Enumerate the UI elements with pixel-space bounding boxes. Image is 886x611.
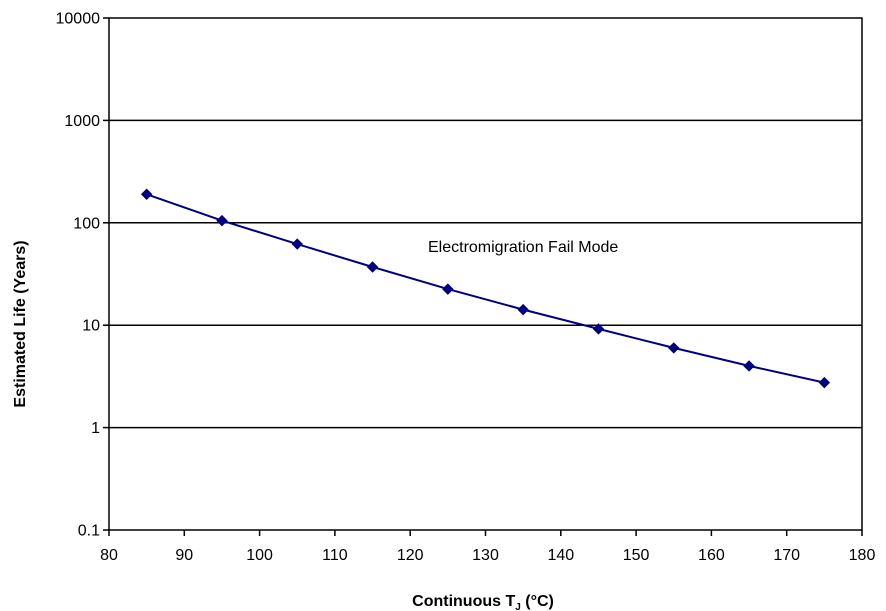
annotation-layer: Electromigration Fail Mode [428,239,618,256]
data-point-marker [818,376,831,389]
data-point-marker [668,342,680,354]
x-tick-label: 180 [849,547,876,564]
x-tick-label: 170 [773,547,800,564]
y-tick-label: 100 [73,215,100,232]
gridlines [109,119,862,429]
data-point-marker [743,360,755,372]
data-point-marker [366,261,379,273]
x-axis-title-subscript: J [515,602,521,611]
data-point-marker [216,214,228,227]
x-tick-label: 160 [698,547,725,564]
data-point-marker [442,283,454,295]
x-axis-title-unit: (°C) [521,593,554,610]
y-tick-label: 10 [82,318,100,335]
y-axis-title: Estimated Life (Years) [12,240,29,407]
x-tick-label: 90 [175,547,193,564]
x-tick-label: 140 [547,547,574,564]
x-tick-label: 150 [623,547,650,564]
x-tick-label: 100 [246,547,273,564]
plot-area-frame [108,17,863,531]
y-tick-label: 1000 [64,113,100,130]
data-point-marker [517,303,529,316]
x-tick-label: 120 [397,547,424,564]
data-point-marker [291,238,303,250]
annotation-label: Electromigration Fail Mode [428,239,618,256]
y-tick-label: 0.1 [78,523,100,540]
x-axis-ticks: 80 90 100 110 120 130 140 150 160 170 180 [100,530,875,564]
x-tick-label: 110 [322,547,348,564]
data-point-marker [592,323,605,335]
y-axis-ticks: 0.1 1 10 100 1000 10000 [56,11,109,540]
data-point-marker [140,188,153,200]
y-tick-label: 10000 [56,11,101,28]
x-tick-label: 130 [472,547,499,564]
series-line [146,193,825,384]
x-tick-label: 80 [100,547,118,564]
series-layer [140,188,831,389]
x-axis-title-main: Continuous T [412,593,515,610]
x-axis-title: Continuous TJ (°C) [412,593,554,611]
y-tick-label: 1 [91,420,100,437]
